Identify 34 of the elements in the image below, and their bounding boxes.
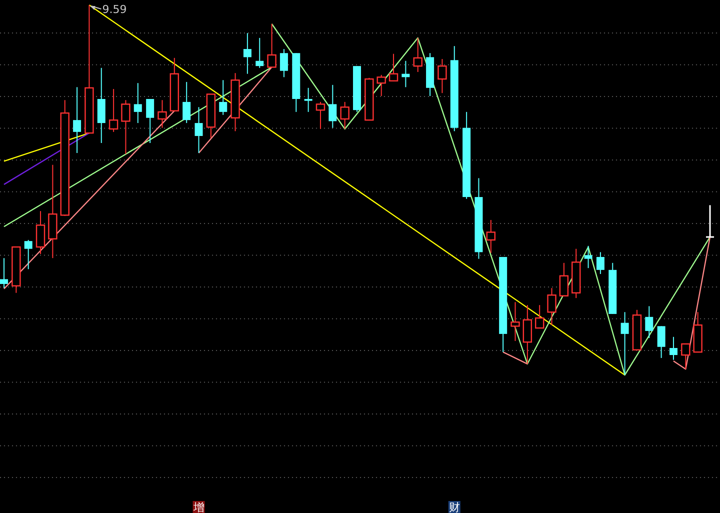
candlestick <box>596 252 604 274</box>
candlestick <box>438 58 447 94</box>
candlestick <box>645 306 654 338</box>
candlestick <box>134 82 142 124</box>
candlestick <box>486 219 496 254</box>
candlestick <box>280 48 288 78</box>
candlestick <box>48 164 58 259</box>
candlestick <box>547 288 556 326</box>
candlestick <box>194 106 203 154</box>
candlestick <box>657 326 666 358</box>
candlestick <box>510 302 520 342</box>
candlestick <box>620 312 629 376</box>
candlestick <box>36 210 46 255</box>
candlestick <box>73 86 82 154</box>
candlestick <box>256 37 264 68</box>
candlestick <box>402 60 410 88</box>
candlestick <box>328 84 337 128</box>
text: 财 <box>448 501 460 513</box>
candlestick <box>230 72 240 132</box>
text: 增 <box>192 501 204 513</box>
candlestick <box>705 204 715 238</box>
candlestick <box>146 98 154 144</box>
annotation: 9.59 <box>102 3 127 16</box>
candlestick <box>24 239 32 270</box>
candlestick <box>182 81 191 124</box>
candlestick <box>522 304 532 364</box>
candlestick <box>243 32 252 74</box>
candlestick <box>0 258 8 289</box>
candlestick <box>158 100 167 128</box>
candlestick <box>413 37 422 72</box>
candlestick <box>669 336 678 360</box>
candlestick <box>304 87 312 112</box>
candlestick <box>219 80 228 116</box>
candlestick <box>584 245 592 269</box>
